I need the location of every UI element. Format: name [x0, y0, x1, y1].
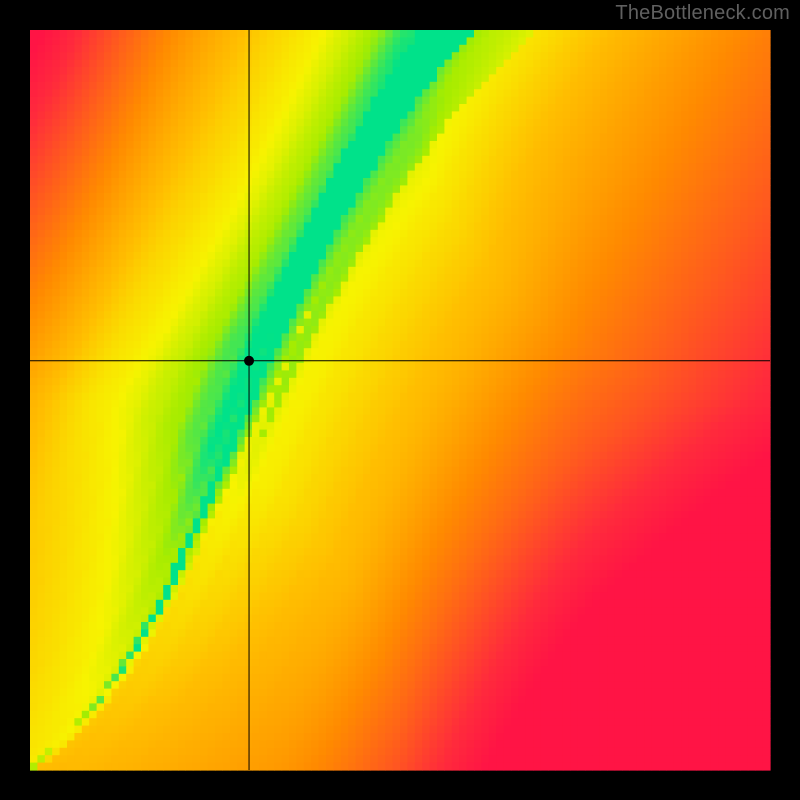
watermark-text: TheBottleneck.com: [615, 2, 790, 25]
bottleneck-heatmap-chart: TheBottleneck.com: [0, 0, 800, 800]
heatmap-svg: [0, 0, 800, 800]
